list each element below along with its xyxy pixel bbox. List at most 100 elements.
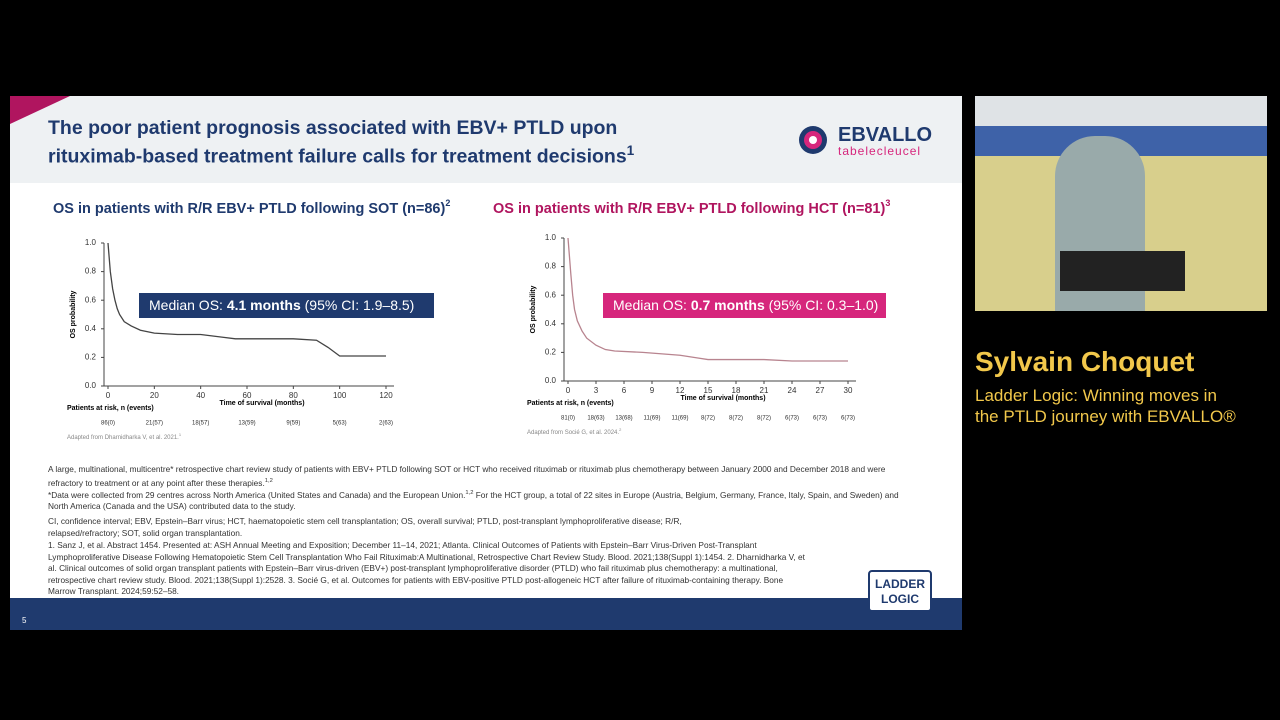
y-tick-label: 0.2: [85, 353, 97, 362]
x-tick-label: 100: [333, 391, 347, 400]
chart-title-text: OS in patients with R/R EBV+ PTLD follow…: [493, 201, 885, 217]
annotation-text: Median OS:: [613, 297, 691, 313]
note-text: For the HCT group, a total of 22 sites i…: [48, 489, 899, 512]
session-line: Ladder Logic: Winning moves in: [975, 386, 1217, 405]
brand-sub: tabelecleucel: [838, 144, 922, 158]
survival-curve: [107, 242, 386, 357]
ref: 1: [626, 143, 635, 158]
at-risk: 21(57): [146, 421, 163, 427]
y-axis-label: OS probability: [530, 285, 537, 333]
annotation-value: 0.7 months: [691, 297, 765, 313]
y-tick-label: 0.8: [85, 267, 97, 276]
at-risk: 6(73): [785, 416, 799, 422]
at-risk: 8(72): [729, 416, 743, 422]
note-text: *Data were collected from 29 centres acr…: [48, 489, 466, 500]
at-risk: 5(63): [333, 421, 347, 427]
x-tick-label: 80: [289, 391, 298, 400]
annotation-box: [139, 293, 434, 318]
y-tick-label: 0.6: [545, 290, 557, 299]
at-risk: 18(57): [192, 421, 209, 427]
y-tick-label: 0.4: [545, 319, 557, 328]
x-tick-label: 24: [788, 386, 797, 395]
slide-title: rituximab-based treatment failure calls …: [48, 145, 627, 168]
ref: 1,2: [465, 490, 474, 496]
podium: [1060, 251, 1185, 291]
survival-curve: [567, 237, 848, 362]
corner-accent: [10, 96, 70, 124]
at-risk-label: Patients at risk, n (events): [527, 400, 614, 407]
note: A large, multinational, multicentre* ret…: [48, 464, 908, 489]
y-tick-label: 1.0: [85, 238, 97, 247]
logo-text: LADDER: [875, 577, 925, 591]
logo-text: LOGIC: [881, 592, 919, 606]
y-tick-label: 0.0: [85, 381, 97, 390]
annotation-text: (95% CI: 0.3–1.0): [765, 297, 879, 313]
abbreviations: CI, confidence interval; EBV, Epstein–Ba…: [48, 516, 682, 538]
references: 1. Sanz J, et al. Abstract 1454. Present…: [48, 540, 805, 597]
x-tick-label: 0: [106, 391, 111, 400]
slide: [10, 96, 962, 630]
annotation-text: (95% CI: 1.9–8.5): [301, 297, 415, 313]
chart-title: OS in patients with R/R EBV+ PTLD follow…: [53, 198, 450, 216]
x-tick-label: 40: [196, 391, 205, 400]
x-tick-label: 20: [150, 391, 159, 400]
slide-title: rituximab-based treatment failure calls …: [48, 143, 634, 169]
y-axis-label: OS probability: [70, 290, 77, 338]
x-tick-label: 9: [650, 386, 655, 395]
ref: 1: [179, 432, 182, 437]
x-tick-label: 12: [676, 386, 685, 395]
annotation-value: 4.1 months: [227, 297, 301, 313]
speaker-name: Sylvain Choquet: [975, 346, 1195, 377]
y-tick-label: 1.0: [545, 233, 557, 242]
slide-title: The poor patient prognosis associated wi…: [48, 117, 618, 139]
annotation-box: [603, 293, 886, 318]
annotation-text: Median OS:: [149, 297, 227, 313]
x-tick-label: 27: [816, 386, 825, 395]
ref: 1,2: [264, 477, 273, 484]
session-line: the PTLD journey with EBVALLO®: [975, 407, 1236, 426]
x-axis-label: Time of survival (months): [680, 395, 765, 402]
at-risk: 2(63): [379, 421, 393, 427]
brand-icon: [799, 126, 827, 154]
note: *Data were collected from 29 centres acr…: [48, 488, 908, 513]
y-tick-label: 0.8: [545, 262, 557, 271]
ref: 2: [619, 427, 622, 432]
at-risk: 13(68): [615, 416, 632, 422]
at-risk: 86(0): [101, 421, 115, 427]
source: Adapted from Socié G, et al. 2024.2: [527, 427, 622, 436]
at-risk: 9(59): [286, 421, 300, 427]
y-tick-label: 0.2: [545, 348, 557, 357]
session-title: Ladder Logic: Winning moves in the PTLD j…: [975, 385, 1236, 427]
at-risk: 8(72): [757, 416, 771, 422]
at-risk-label: Patients at risk, n (events): [67, 405, 154, 412]
source-text: Adapted from Dharnidharka V, et al. 2021…: [67, 435, 179, 441]
at-risk: 6(73): [841, 416, 855, 422]
note-text: A large, multinational, multicentre* ret…: [48, 464, 886, 488]
x-tick-label: 30: [844, 386, 853, 395]
logo: LADDER LOGIC: [868, 570, 932, 612]
chart-title: OS in patients with R/R EBV+ PTLD follow…: [493, 198, 890, 216]
x-axis-label: Time of survival (months): [219, 400, 304, 407]
at-risk: 8(72): [701, 416, 715, 422]
source-text: Adapted from Socié G, et al. 2024.: [527, 430, 619, 436]
x-tick-label: 18: [732, 386, 741, 395]
x-tick-label: 3: [594, 386, 599, 395]
brand: EBVALLO: [838, 124, 933, 146]
annotation: Median OS: 0.7 months (95% CI: 0.3–1.0): [613, 297, 878, 313]
footer-band: [10, 598, 962, 630]
at-risk: 11(69): [672, 416, 689, 422]
at-risk: 13(59): [238, 421, 255, 427]
page-number: 5: [22, 616, 27, 625]
x-tick-label: 21: [760, 386, 769, 395]
at-risk: 11(69): [644, 416, 661, 422]
annotation: Median OS: 4.1 months (95% CI: 1.9–8.5): [149, 297, 414, 313]
x-tick-label: 0: [566, 386, 571, 395]
speaker-video: [975, 96, 1267, 311]
y-tick-label: 0.4: [85, 324, 97, 333]
y-tick-label: 0.0: [545, 376, 557, 385]
at-risk: 6(73): [813, 416, 827, 422]
ref: 3: [885, 198, 890, 208]
at-risk: 18(63): [587, 416, 604, 422]
